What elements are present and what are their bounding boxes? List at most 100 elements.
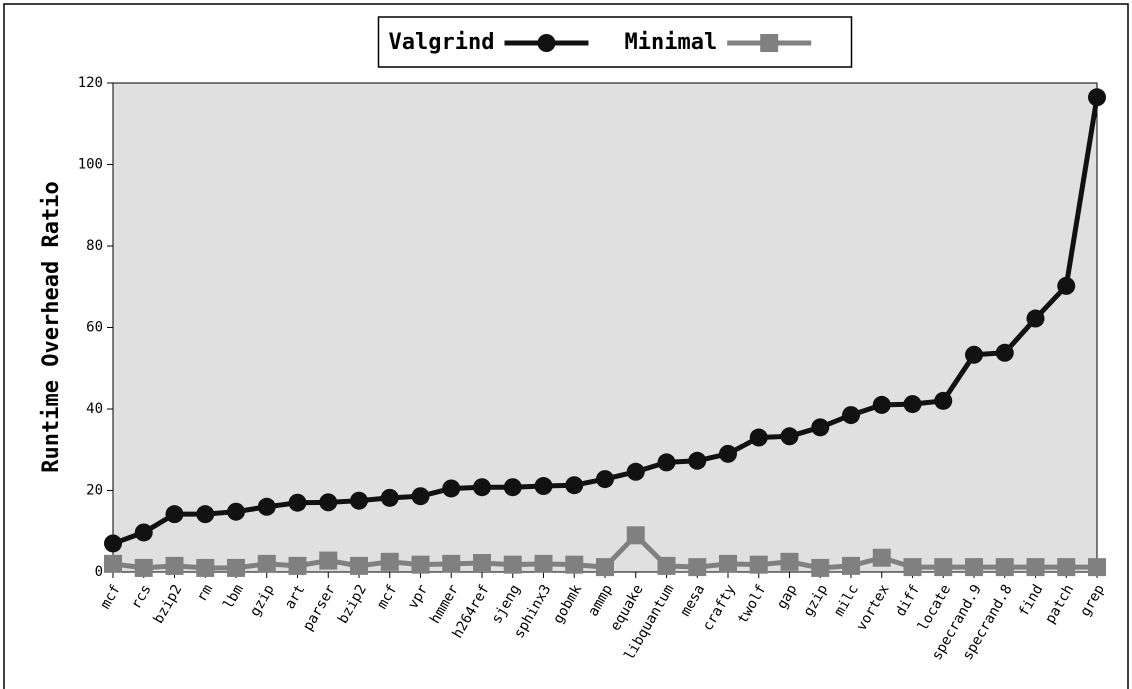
marker <box>104 554 122 573</box>
frame <box>3 3 1129 689</box>
marker <box>965 345 983 364</box>
marker <box>657 453 676 472</box>
legend-label: Minimal <box>624 30 717 55</box>
marker <box>811 558 830 577</box>
marker <box>1088 558 1106 577</box>
marker <box>903 558 922 577</box>
marker <box>596 558 614 577</box>
marker <box>380 552 399 571</box>
marker <box>257 554 276 573</box>
marker <box>749 428 768 447</box>
marker <box>934 558 953 577</box>
marker <box>503 478 522 497</box>
marker <box>1057 558 1076 577</box>
legend-label: Valgrind <box>389 30 495 55</box>
x-tick-label: art <box>282 582 309 612</box>
x-tick-label: ammp <box>585 582 616 619</box>
marker <box>319 493 338 512</box>
marker <box>1026 558 1045 577</box>
x-tick-label: mesa <box>677 582 708 619</box>
plot-area <box>112 82 1098 573</box>
marker <box>288 556 307 575</box>
x-tick-label: rcs <box>128 582 155 612</box>
marker <box>288 493 307 512</box>
x-tick-label: lbm <box>220 582 247 612</box>
marker <box>534 477 553 496</box>
x-tick-label: mcf <box>97 582 124 612</box>
legend-marker <box>760 34 779 52</box>
y-tick-label: 60 <box>86 320 103 336</box>
marker <box>227 502 245 521</box>
marker <box>104 534 122 553</box>
marker <box>780 427 799 446</box>
marker <box>1026 309 1045 328</box>
marker <box>411 555 430 574</box>
x-tick-label: milc <box>831 582 862 619</box>
marker <box>565 555 584 574</box>
y-tick-label: 120 <box>78 75 103 91</box>
marker <box>196 505 215 524</box>
marker <box>227 558 245 577</box>
marker <box>1057 276 1076 295</box>
marker <box>1088 88 1106 107</box>
marker <box>473 478 491 497</box>
y-tick-label: 80 <box>86 238 103 254</box>
marker <box>842 406 860 425</box>
marker <box>626 526 645 545</box>
marker <box>442 479 461 498</box>
marker <box>995 343 1014 362</box>
marker <box>780 552 799 571</box>
marker <box>411 487 430 506</box>
marker <box>350 491 368 510</box>
marker <box>596 470 614 489</box>
x-tick-label: bzip2 <box>335 582 370 627</box>
marker <box>995 558 1014 577</box>
marker <box>319 551 338 570</box>
x-tick-label: rm <box>194 582 216 605</box>
x-tick-label: mcf <box>374 582 401 612</box>
marker <box>749 555 768 574</box>
x-tick-label: twolf <box>735 582 770 627</box>
x-tick-label: vpr <box>405 582 432 612</box>
marker <box>196 558 215 577</box>
marker <box>842 556 860 575</box>
marker <box>473 554 491 573</box>
marker <box>134 523 153 542</box>
x-tick-label: gap <box>774 582 801 612</box>
y-tick-label: 100 <box>78 157 103 173</box>
legend-marker <box>537 34 556 52</box>
marker <box>903 395 922 414</box>
marker <box>442 554 461 573</box>
marker <box>811 418 830 437</box>
marker <box>872 395 891 414</box>
marker <box>719 444 737 463</box>
marker <box>165 505 184 524</box>
marker <box>872 548 891 567</box>
x-tick-label: gzip <box>247 582 278 619</box>
y-tick-label: 20 <box>86 483 103 499</box>
marker <box>257 497 276 516</box>
marker <box>134 558 153 577</box>
marker <box>688 451 707 470</box>
marker <box>934 391 953 410</box>
x-tick-label: patch <box>1042 582 1077 627</box>
marker <box>688 558 707 577</box>
y-tick-label: 0 <box>95 564 103 580</box>
marker <box>165 556 184 575</box>
marker <box>626 462 645 481</box>
marker <box>657 556 676 575</box>
marker <box>534 554 553 573</box>
x-tick-label: bzip2 <box>150 582 185 627</box>
x-tick-label: gzip <box>800 582 831 619</box>
marker <box>350 556 368 575</box>
marker <box>503 555 522 574</box>
marker <box>965 558 983 577</box>
marker <box>565 476 584 495</box>
marker <box>380 488 399 507</box>
x-tick-label: gobmk <box>550 582 585 627</box>
y-axis-label: Runtime Overhead Ratio <box>39 181 64 472</box>
y-tick-label: 40 <box>86 401 103 417</box>
marker <box>719 554 737 573</box>
x-tick-label: find <box>1016 582 1047 619</box>
